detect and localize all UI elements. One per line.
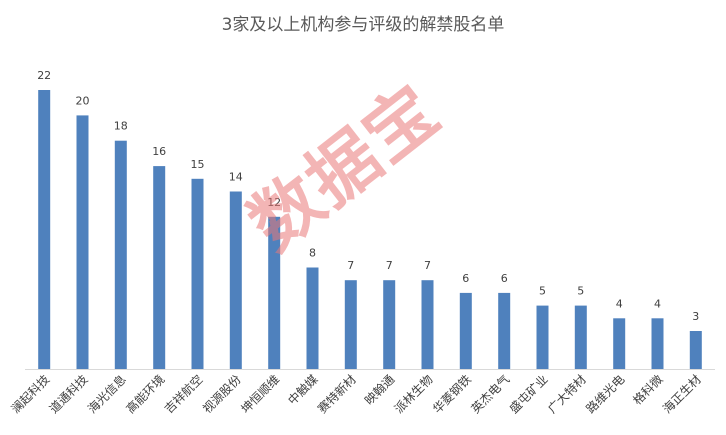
bar bbox=[459, 292, 472, 369]
category-label: 澜起科技 bbox=[8, 372, 52, 416]
category-label: 英杰电气 bbox=[468, 372, 513, 417]
data-label: 6 bbox=[462, 272, 469, 285]
bar bbox=[651, 318, 664, 369]
data-label: 16 bbox=[152, 145, 166, 158]
data-label: 22 bbox=[37, 69, 51, 82]
data-label: 5 bbox=[539, 285, 546, 298]
data-label: 7 bbox=[386, 259, 393, 272]
data-label: 14 bbox=[229, 171, 243, 184]
category-label: 道通科技 bbox=[47, 372, 91, 416]
bar bbox=[229, 191, 242, 369]
data-label: 18 bbox=[114, 120, 128, 133]
category-label: 吉祥航空 bbox=[161, 372, 206, 417]
category-label: 派林生物 bbox=[392, 372, 436, 416]
bar bbox=[613, 318, 626, 369]
category-label: 视源股份 bbox=[199, 372, 244, 417]
data-label: 7 bbox=[347, 259, 354, 272]
category-label: 广大特材 bbox=[544, 372, 589, 417]
data-label: 6 bbox=[501, 272, 508, 285]
bar bbox=[498, 292, 511, 369]
data-label: 3 bbox=[692, 310, 699, 323]
bar bbox=[383, 280, 396, 369]
category-label: 赛特新材 bbox=[314, 372, 359, 417]
category-label: 盛屯矿业 bbox=[506, 372, 551, 417]
category-label: 中触媒 bbox=[285, 372, 321, 408]
bar bbox=[344, 280, 357, 369]
bar bbox=[114, 140, 127, 369]
data-label: 8 bbox=[309, 247, 316, 260]
bar bbox=[191, 178, 204, 369]
category-label: 华菱钢铁 bbox=[430, 372, 474, 416]
bar bbox=[76, 115, 89, 370]
category-label: 坤恒顺维 bbox=[238, 372, 283, 417]
category-label: 海光信息 bbox=[84, 372, 129, 417]
bar bbox=[38, 90, 51, 369]
category-label: 海正生材 bbox=[659, 372, 704, 417]
bar bbox=[421, 280, 434, 369]
category-label: 映翰通 bbox=[361, 372, 397, 408]
bar bbox=[268, 216, 281, 369]
bar bbox=[153, 166, 166, 369]
bar bbox=[689, 331, 702, 369]
category-label: 高能环境 bbox=[123, 372, 168, 417]
category-label: 路维光电 bbox=[583, 372, 628, 417]
data-label: 12 bbox=[267, 196, 281, 209]
data-label: 4 bbox=[616, 297, 623, 310]
bar bbox=[536, 305, 549, 369]
chart-title: 3家及以上机构参与评级的解禁股名单 bbox=[221, 15, 505, 35]
data-label: 5 bbox=[577, 285, 584, 298]
data-label: 15 bbox=[191, 158, 205, 171]
data-label: 4 bbox=[654, 297, 661, 310]
data-label: 20 bbox=[76, 94, 90, 107]
bar bbox=[574, 305, 587, 369]
data-label: 7 bbox=[424, 259, 431, 272]
category-label: 格科微 bbox=[630, 372, 666, 408]
bar bbox=[306, 267, 319, 369]
